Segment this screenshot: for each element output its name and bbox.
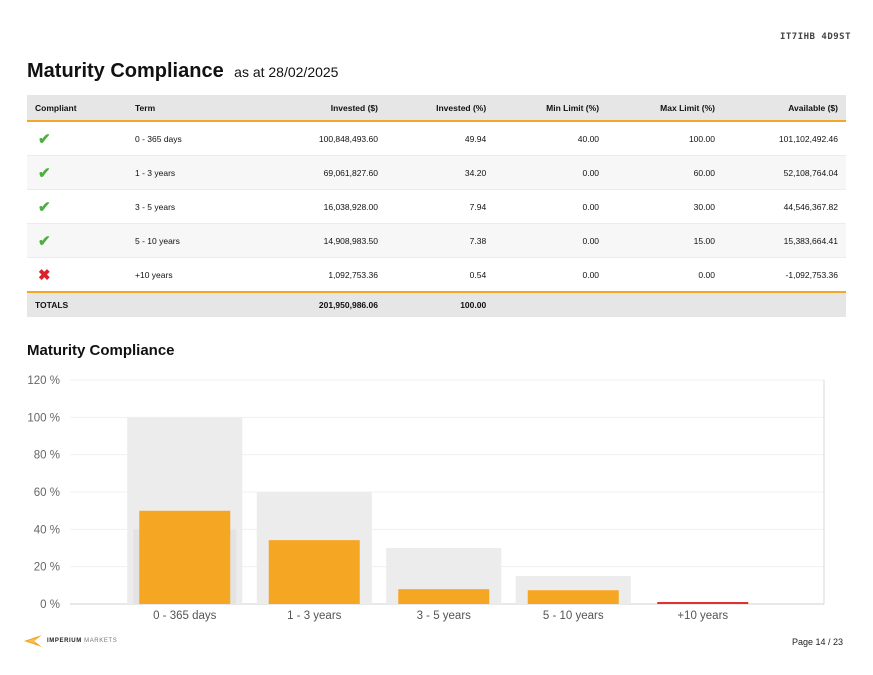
- totals-invested: 201,950,986.06: [263, 291, 386, 317]
- table-row: ✔ 1 - 3 years 69,061,827.60 34.20 0.00 6…: [27, 155, 846, 190]
- table-row: ✔ 5 - 10 years 14,908,983.50 7.38 0.00 1…: [27, 223, 846, 258]
- chart-title: Maturity Compliance: [27, 342, 175, 359]
- cell-min-limit: 40.00: [494, 121, 608, 156]
- x-tick-label: 0 - 365 days: [153, 610, 217, 622]
- page-title: Maturity Compliance as at 28/02/2025: [27, 60, 338, 83]
- invested-bar: [139, 510, 231, 604]
- cell-available: 101,102,492.46: [722, 121, 846, 156]
- col-compliant: Compliant: [27, 95, 127, 122]
- check-icon: ✔: [38, 198, 51, 216]
- cell-invested: 69,061,827.60: [263, 155, 386, 190]
- cell-invested-pct: 0.54: [385, 257, 495, 293]
- x-tick-label: +10 years: [677, 610, 728, 622]
- x-tick-label: 3 - 5 years: [417, 610, 472, 622]
- table-row: ✔ 0 - 365 days 100,848,493.60 49.94 40.0…: [27, 121, 846, 156]
- cell-min-limit: 0.00: [494, 189, 608, 224]
- col-max-limit: Max Limit (%): [607, 95, 723, 122]
- cell-invested-pct: 34.20: [385, 155, 495, 190]
- cell-max-limit: 0.00: [607, 257, 723, 293]
- check-icon: ✔: [38, 164, 51, 182]
- col-invested: Invested ($): [263, 95, 386, 122]
- title-date: as at 28/02/2025: [234, 64, 339, 80]
- cell-invested-pct: 49.94: [385, 121, 495, 156]
- y-tick-label: 60 %: [34, 487, 60, 499]
- invested-bar: [398, 589, 490, 604]
- page-number: Page 14 / 23: [791, 637, 843, 647]
- logo-icon: [24, 635, 42, 647]
- cell-available: 44,546,367.82: [722, 189, 846, 224]
- totals-row: TOTALS 201,950,986.06 100.00: [27, 291, 846, 317]
- cell-max-limit: 100.00: [607, 121, 723, 156]
- imperium-logo: IMPERIUM MARKETS: [24, 635, 117, 647]
- y-tick-label: 100 %: [27, 412, 60, 424]
- y-tick-label: 80 %: [34, 450, 60, 462]
- cell-term: 3 - 5 years: [127, 189, 263, 224]
- cell-invested: 1,092,753.36: [263, 257, 386, 293]
- col-available: Available ($): [722, 95, 846, 122]
- invested-bar: [268, 540, 360, 604]
- y-tick-label: 20 %: [34, 562, 60, 574]
- cell-term: +10 years: [127, 257, 263, 293]
- col-min-limit: Min Limit (%): [494, 95, 608, 122]
- y-tick-label: 0 %: [40, 599, 60, 611]
- cell-max-limit: 30.00: [607, 189, 723, 224]
- maturity-table: Compliant Term Invested ($) Invested (%)…: [27, 95, 846, 317]
- cell-min-limit: 0.00: [494, 155, 608, 190]
- cell-term: 1 - 3 years: [127, 155, 263, 190]
- totals-label: TOTALS: [27, 291, 127, 317]
- document-code: IT7IHB 4D9ST: [779, 32, 851, 42]
- maturity-chart: 0 % 20 % 40 % 60 % 80 % 100 % 120 % 0 - 365 day…: [27, 375, 825, 622]
- cell-invested: 16,038,928.00: [263, 189, 386, 224]
- cell-available: 15,383,664.41: [722, 223, 846, 258]
- cell-min-limit: 0.00: [494, 257, 608, 293]
- cell-max-limit: 15.00: [607, 223, 723, 258]
- cross-icon: ✖: [38, 266, 51, 284]
- table-row: ✖ +10 years 1,092,753.36 0.54 0.00 0.00 …: [27, 257, 846, 293]
- cell-term: 0 - 365 days: [127, 121, 263, 156]
- col-term: Term: [127, 95, 263, 122]
- totals-invested-pct: 100.00: [385, 291, 495, 317]
- x-tick-label: 5 - 10 years: [543, 610, 604, 622]
- brand-name: IMPERIUM MARKETS: [47, 638, 118, 644]
- cell-invested: 100,848,493.60: [263, 121, 386, 156]
- y-tick-label: 120 %: [27, 375, 60, 387]
- cell-invested-pct: 7.38: [385, 223, 495, 258]
- cell-term: 5 - 10 years: [127, 223, 263, 258]
- cell-available: 52,108,764.04: [722, 155, 846, 190]
- title-main: Maturity Compliance: [27, 60, 224, 82]
- cell-invested-pct: 7.94: [385, 189, 495, 224]
- cell-available: -1,092,753.36: [722, 257, 846, 293]
- invested-bar: [657, 602, 749, 604]
- cell-max-limit: 60.00: [607, 155, 723, 190]
- invested-bar: [527, 590, 619, 604]
- cell-min-limit: 0.00: [494, 223, 608, 258]
- y-tick-label: 40 %: [34, 524, 60, 536]
- check-icon: ✔: [38, 232, 51, 250]
- x-tick-label: 1 - 3 years: [287, 610, 342, 622]
- col-invested-pct: Invested (%): [385, 95, 495, 122]
- check-icon: ✔: [38, 130, 51, 148]
- table-row: ✔ 3 - 5 years 16,038,928.00 7.94 0.00 30…: [27, 189, 846, 224]
- table-header-row: Compliant Term Invested ($) Invested (%)…: [27, 95, 846, 122]
- cell-invested: 14,908,983.50: [263, 223, 386, 258]
